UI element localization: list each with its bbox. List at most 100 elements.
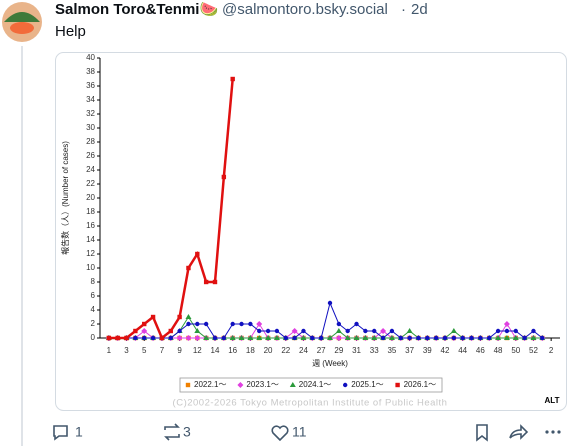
repost-icon[interactable] — [164, 423, 180, 441]
marker — [141, 328, 148, 334]
marker — [450, 328, 457, 333]
y-tick-label: 14 — [86, 235, 95, 244]
marker — [389, 328, 395, 334]
marker — [495, 328, 501, 334]
x-tick-label: 27 — [317, 346, 326, 355]
legend-label: 2023.1〜 — [246, 380, 278, 389]
y-tick-label: 26 — [86, 151, 95, 160]
marker — [363, 328, 368, 334]
marker — [106, 335, 112, 341]
x-tick-label: 20 — [264, 346, 273, 355]
more-icon[interactable] — [545, 430, 561, 434]
avatar[interactable] — [2, 2, 42, 42]
legend-label: 2022.1〜 — [194, 380, 226, 389]
x-tick-label: 48 — [494, 346, 503, 355]
legend-box — [179, 377, 443, 393]
time[interactable]: 2d — [411, 1, 428, 18]
marker — [327, 300, 333, 306]
x-tick-label: 37 — [405, 346, 414, 355]
x-tick-label: 50 — [511, 346, 520, 355]
marker — [168, 328, 173, 334]
y-tick-label: 40 — [86, 53, 95, 62]
marker — [194, 335, 201, 341]
marker — [353, 335, 360, 340]
y-tick-label: 8 — [91, 277, 96, 286]
like-icon[interactable] — [271, 425, 289, 442]
y-tick-label: 36 — [86, 81, 95, 90]
marker — [177, 328, 182, 334]
x-tick-label: 16 — [228, 346, 237, 355]
marker — [345, 328, 350, 334]
alt-badge[interactable]: ALT — [545, 396, 560, 405]
y-tick-label: 16 — [86, 221, 95, 230]
legend-label: 2025.1〜 — [351, 380, 383, 389]
marker — [257, 328, 262, 334]
marker — [291, 328, 298, 334]
reply-count[interactable]: 1 — [75, 424, 83, 440]
legend-marker — [185, 382, 191, 388]
x-tick-label: 7 — [160, 346, 165, 355]
marker — [186, 321, 191, 327]
share-icon[interactable] — [509, 424, 529, 440]
marker — [344, 335, 351, 340]
y-tick-label: 6 — [91, 291, 96, 300]
credit: (C)2002-2026 Tokyo Metropolitan Institut… — [173, 398, 448, 409]
reply-icon[interactable] — [53, 425, 68, 441]
marker — [133, 328, 138, 334]
x-tick-label: 3 — [124, 346, 129, 355]
marker — [142, 335, 147, 341]
marker — [292, 335, 297, 341]
x-tick-label: 31 — [352, 346, 361, 355]
y-tick-label: 32 — [86, 109, 95, 118]
x-tick-label: 39 — [423, 346, 432, 355]
legend-label: 2026.1〜 — [404, 380, 436, 389]
legend-marker — [289, 382, 296, 387]
marker — [495, 335, 502, 340]
y-tick-label: 10 — [86, 263, 95, 272]
marker — [318, 335, 324, 341]
marker — [335, 335, 342, 341]
marker — [371, 335, 378, 340]
marker — [336, 321, 342, 327]
marker — [239, 321, 244, 327]
repost-count[interactable]: 3 — [183, 424, 191, 440]
marker — [398, 335, 403, 341]
handle[interactable]: @salmontoro.bsky.social — [222, 1, 388, 18]
marker — [460, 335, 465, 341]
marker — [380, 328, 387, 334]
x-tick-label: 44 — [458, 346, 467, 355]
marker — [503, 335, 510, 340]
x-tick-label: 5 — [142, 346, 147, 355]
marker — [265, 328, 271, 334]
x-tick-label: 12 — [193, 346, 202, 355]
marker — [425, 335, 430, 341]
like-count[interactable]: 11 — [292, 424, 307, 440]
marker — [194, 328, 201, 333]
marker — [256, 321, 263, 327]
marker — [530, 335, 537, 340]
alt-badge-bg[interactable] — [542, 394, 562, 407]
marker — [273, 335, 280, 340]
marker — [221, 174, 227, 180]
marker — [185, 335, 192, 341]
x-tick-label: 46 — [476, 346, 485, 355]
post-text: Help — [55, 23, 86, 40]
marker — [310, 335, 315, 341]
marker — [150, 314, 156, 320]
bookmark-icon[interactable] — [476, 424, 488, 442]
marker — [283, 335, 288, 341]
marker — [256, 335, 263, 340]
x-tick-label: 52 — [529, 346, 538, 355]
author[interactable]: Salmon Toro&Tenmi🍉 — [55, 1, 218, 18]
y-tick-label: 38 — [86, 67, 95, 76]
marker — [504, 328, 510, 334]
legend-marker — [237, 382, 244, 388]
x-axis-label: 週 (Week) — [312, 359, 348, 368]
y-tick-label: 24 — [86, 165, 95, 174]
marker — [469, 335, 474, 341]
marker — [124, 335, 129, 341]
image-card[interactable] — [55, 52, 567, 411]
legend-marker — [343, 382, 348, 388]
